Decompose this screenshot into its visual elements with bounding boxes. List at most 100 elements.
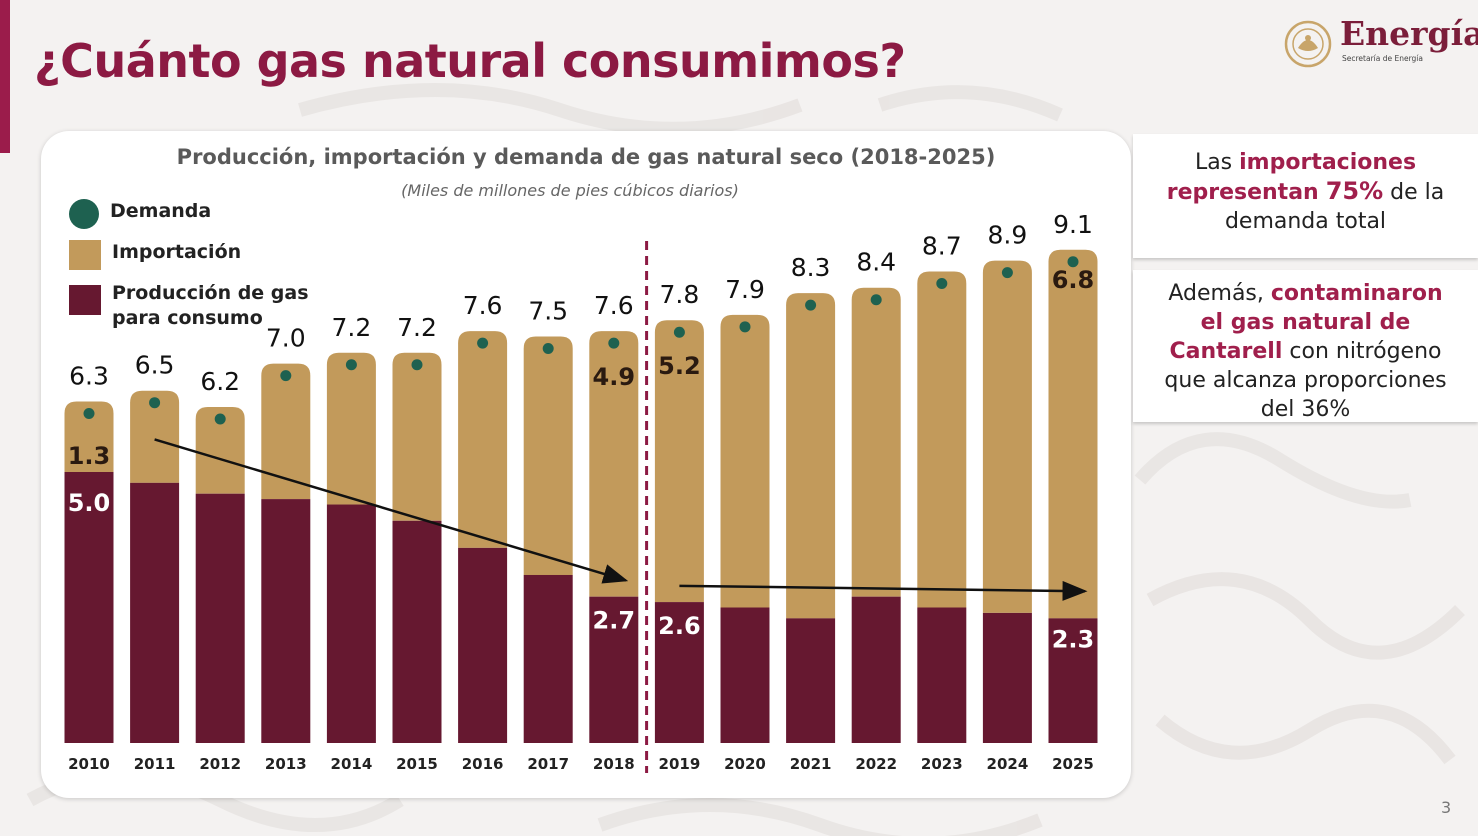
imports-callout-highlight: importaciones representan (1166, 150, 1417, 205)
trend-arrow-1 (154, 438, 629, 584)
segment-label-production-2025: 2.3 (1052, 625, 1095, 653)
demand-label-2021: 8.3 (791, 253, 831, 282)
x-tick-2017: 2017 (527, 755, 569, 773)
demand-marker-2013 (280, 370, 292, 382)
demand-marker-2017 (542, 343, 554, 354)
legend-swatch-imports (69, 240, 101, 270)
national-seal-icon (1284, 20, 1332, 68)
imports-share-callout: Las importaciones representan 75% de la … (1133, 134, 1478, 258)
bar-production-2019 (654, 602, 704, 743)
demand-marker-2025 (1067, 256, 1079, 268)
demand-label-2024: 8.9 (988, 221, 1028, 250)
bar-imports-2019 (654, 320, 704, 603)
bar-imports-2017 (523, 336, 573, 575)
chart-card: Producción, importación y demanda de gas… (41, 131, 1131, 798)
legend-item-imports: Importación (69, 240, 241, 270)
x-tick-2019: 2019 (659, 755, 701, 773)
stacked-bar-chart: 6.3 2010 6.5 2011 6.2 2012 7.0 2013 7.2 2014 7.2 20… (64, 210, 1098, 773)
energia-logo: Energía Secretaría de Energía (1284, 14, 1478, 68)
chart-subtitle: (Miles de millones de pies cúbicos diari… (401, 181, 739, 200)
logo-subtitle: Secretaría de Energía (1342, 54, 1423, 63)
bar-production-2021 (786, 618, 836, 743)
demand-marker-2015 (411, 359, 423, 371)
bar-production-2024 (982, 612, 1032, 743)
bar-production-2013 (261, 499, 311, 743)
imports-callout-text-before: Las (1194, 150, 1240, 175)
left-accent-bar (0, 0, 10, 153)
cantarell-callout-text-after: con nitrógeno que alcanza proporciones d… (1164, 339, 1447, 422)
demand-label-2015: 7.2 (397, 313, 437, 342)
imports-callout-percent: 75% (1325, 177, 1384, 205)
x-tick-2012: 2012 (199, 755, 241, 773)
legend-swatch-demand (69, 199, 99, 229)
imports-callout-text-after: de la demanda total (1224, 180, 1445, 234)
segment-label-imports-2025: 6.8 (1052, 266, 1095, 294)
demand-marker-2020 (739, 321, 751, 333)
bar-production-2014 (326, 504, 376, 743)
segment-label-production-2018: 2.7 (593, 607, 636, 635)
bar-production-2016 (458, 547, 508, 743)
bar-production-2017 (523, 574, 573, 743)
demand-label-2014: 7.2 (332, 313, 372, 342)
bar-production-2023 (917, 607, 967, 743)
x-tick-2024: 2024 (987, 755, 1029, 773)
cantarell-callout-highlight: contaminaron el gas natural de Cantarell (1169, 281, 1443, 364)
legend-label-imports: Importación (112, 241, 242, 263)
bar-imports-2020 (720, 314, 770, 608)
bar-imports-2010 (64, 401, 114, 472)
bar-imports-2024 (982, 260, 1032, 613)
bar-production-2022 (851, 596, 901, 743)
x-tick-2013: 2013 (265, 755, 307, 773)
x-tick-2023: 2023 (921, 755, 963, 773)
demand-marker-2011 (149, 397, 161, 409)
demand-marker-2016 (477, 337, 489, 349)
x-tick-2016: 2016 (462, 755, 504, 773)
demand-label-2011: 6.5 (135, 351, 175, 380)
cantarell-callout-text-before: Además, (1168, 281, 1271, 306)
demand-label-2016: 7.6 (463, 291, 503, 320)
x-tick-2020: 2020 (724, 755, 766, 773)
segment-label-imports-2018: 4.9 (593, 363, 636, 391)
demand-label-2019: 7.8 (660, 280, 700, 309)
demand-label-2017: 7.5 (528, 297, 568, 326)
bar-imports-2021 (786, 293, 836, 619)
x-tick-2011: 2011 (134, 755, 176, 773)
segment-label-production-2019: 2.6 (658, 612, 701, 640)
page-title: ¿Cuánto gas natural consumimos? (34, 34, 906, 88)
legend-swatch-production (69, 285, 101, 315)
segment-label-production-2010: 5.0 (68, 489, 111, 517)
legend-item-demand: Demanda (69, 199, 211, 229)
demand-marker-2022 (870, 294, 882, 306)
bar-imports-2014 (326, 352, 376, 505)
cantarell-callout: Además, contaminaron el gas natural de C… (1133, 270, 1478, 422)
demand-label-2010: 6.3 (69, 362, 109, 391)
legend-item-production: Producción de gas para consumo (69, 281, 312, 331)
demand-label-2023: 8.7 (922, 231, 962, 260)
chart-title: Producción, importación y demanda de gas… (176, 145, 996, 169)
x-tick-2022: 2022 (855, 755, 897, 773)
demand-marker-2023 (936, 277, 948, 289)
x-tick-2025: 2025 (1052, 755, 1094, 773)
demand-marker-2012 (214, 413, 226, 425)
demand-label-2018: 7.6 (594, 291, 634, 320)
segment-label-imports-2010: 1.3 (68, 442, 111, 470)
x-tick-2010: 2010 (68, 755, 110, 773)
bar-imports-2016 (458, 331, 508, 548)
bar-production-2025 (1048, 618, 1098, 743)
bar-production-2010 (64, 472, 114, 743)
demand-label-2025: 9.1 (1053, 210, 1093, 239)
x-tick-2021: 2021 (790, 755, 832, 773)
legend-label-production: Producción de gas para consumo (112, 282, 309, 329)
demand-marker-2019 (673, 326, 685, 338)
bar-production-2020 (720, 607, 770, 743)
demand-label-2012: 6.2 (200, 367, 240, 396)
demand-marker-2014 (345, 359, 357, 371)
demand-marker-2024 (1001, 267, 1013, 279)
bar-production-2015 (392, 520, 442, 743)
bar-production-2018 (589, 596, 639, 743)
bar-imports-2022 (851, 287, 901, 597)
bar-imports-2025 (1048, 249, 1098, 619)
segment-label-imports-2019: 5.2 (658, 352, 701, 380)
bar-production-2011 (130, 482, 180, 743)
demand-label-2022: 8.4 (856, 248, 896, 277)
